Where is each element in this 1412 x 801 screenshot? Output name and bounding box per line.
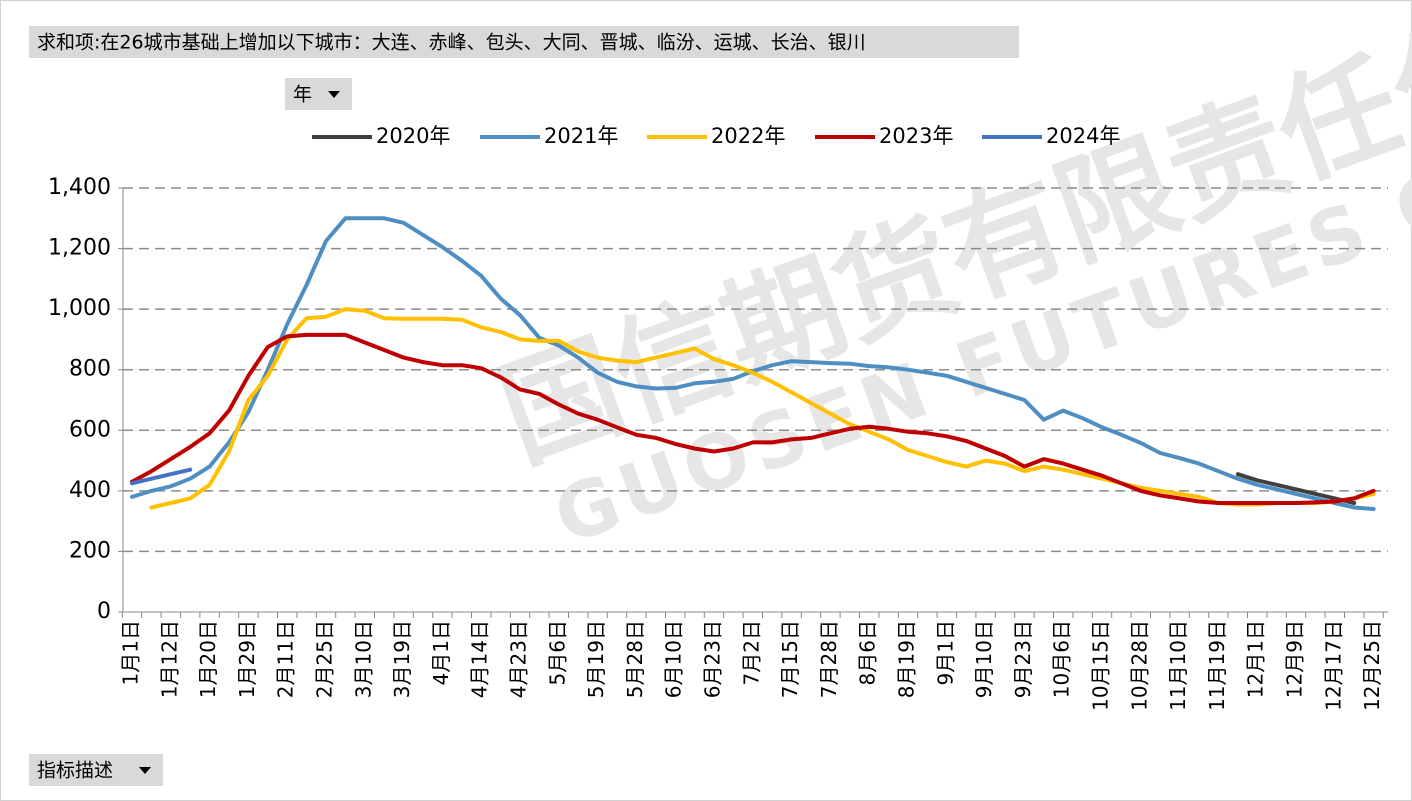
x-tick-label: 8月6日 <box>856 620 880 685</box>
x-tick-label: 6月23日 <box>701 620 725 698</box>
x-tick-label: 12月17日 <box>1321 620 1345 711</box>
chart-title: 求和项:在26城市基础上增加以下城市：大连、赤峰、包头、大同、晋城、临汾、运城、… <box>37 32 866 54</box>
y-tick-label: 200 <box>69 538 111 563</box>
series-line <box>130 332 1376 505</box>
x-tick-label: 12月25日 <box>1360 620 1384 711</box>
x-tick-label: 12月1日 <box>1244 620 1268 698</box>
axis-button-label[interactable]: 指标描述 <box>37 760 113 782</box>
x-tick-label: 7月28日 <box>817 620 841 698</box>
legend-label: 2024年 <box>1046 124 1120 148</box>
axis-button-bg[interactable] <box>29 754 163 786</box>
y-tick-label: 600 <box>69 417 111 442</box>
title-box <box>29 26 1019 58</box>
x-tick-label: 7月15日 <box>778 620 802 698</box>
x-tick-label: 12月9日 <box>1283 620 1307 698</box>
x-tick-label: 5月19日 <box>584 620 608 698</box>
x-tick-label: 1月29日 <box>235 620 259 698</box>
x-tick-label: 8月19日 <box>895 620 919 698</box>
x-tick-label: 11月19日 <box>1205 620 1229 711</box>
dropdown-arrow[interactable] <box>139 767 151 774</box>
legend-label: 2021年 <box>544 124 618 148</box>
x-tick-label: 6月10日 <box>662 620 686 698</box>
x-tick-label: 4月23日 <box>507 620 531 698</box>
x-tick-label: 5月6日 <box>545 620 569 685</box>
x-tick-label: 9月10日 <box>972 620 996 698</box>
x-tick-label: 10月15日 <box>1089 620 1113 711</box>
legend-label: 2020年 <box>376 124 450 148</box>
x-tick-label: 9月1日 <box>933 620 957 685</box>
x-tick-label: 5月28日 <box>623 620 647 698</box>
x-tick-label: 1月1日 <box>119 620 143 685</box>
x-tick-label: 3月10日 <box>351 620 375 698</box>
axis-button[interactable]: 指标描述 <box>29 754 163 786</box>
filter-button-label[interactable]: 年 <box>293 84 312 106</box>
x-tick-label: 4月1日 <box>429 620 453 685</box>
x-tick-label: 3月19日 <box>390 620 414 698</box>
y-tick-label: 400 <box>69 478 111 503</box>
dropdown-arrow[interactable] <box>328 91 340 98</box>
series-line <box>1235 472 1357 505</box>
series-line <box>149 307 1376 510</box>
filter-button[interactable]: 年 <box>285 78 352 110</box>
y-tick-label: 1,400 <box>48 175 111 200</box>
y-tick-label: 1,200 <box>48 236 111 261</box>
series-line <box>130 467 193 486</box>
y-tick-label: 0 <box>97 599 111 624</box>
x-tick-label: 2月11日 <box>274 620 298 698</box>
x-tick-label: 10月28日 <box>1127 620 1151 711</box>
y-tick-label: 800 <box>69 357 111 382</box>
x-tick-label: 9月23日 <box>1011 620 1035 698</box>
x-tick-label: 10月6日 <box>1050 620 1074 698</box>
y-tick-label: 1,000 <box>48 296 111 321</box>
x-tick-label: 11月10日 <box>1166 620 1190 711</box>
x-tick-label: 1月20日 <box>196 620 220 698</box>
x-tick-label: 2月25日 <box>313 620 337 698</box>
x-tick-label: 4月14日 <box>468 620 492 698</box>
legend-label: 2023年 <box>879 124 953 148</box>
legend-label: 2022年 <box>711 124 785 148</box>
x-tick-label: 7月2日 <box>739 620 763 685</box>
x-tick-label: 1月12日 <box>157 620 181 698</box>
filter-button-bg[interactable] <box>285 78 352 110</box>
